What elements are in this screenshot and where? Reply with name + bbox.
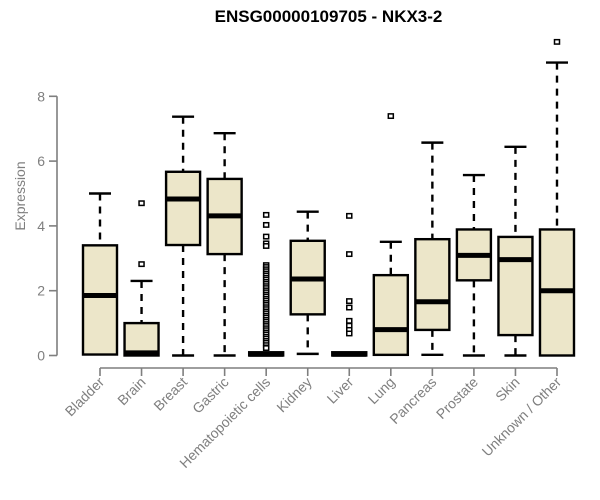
- x-tick-label-liver: Liver: [324, 374, 357, 407]
- y-tick-label: 6: [37, 153, 45, 169]
- x-tick-label-brain: Brain: [114, 374, 148, 408]
- boxplot-hematopoietic-cells: [247, 211, 285, 357]
- y-tick-label: 2: [37, 283, 45, 299]
- outlier-point: [138, 200, 145, 207]
- outlier-point: [346, 330, 353, 337]
- y-tick-label: 4: [37, 218, 45, 234]
- boxplot-prostate: [455, 173, 493, 357]
- boxplot-pancreas: [414, 141, 451, 357]
- iqr-box: [123, 321, 160, 357]
- iqr-box: [81, 244, 119, 356]
- iqr-box: [372, 273, 410, 357]
- x-tick-label-prostate: Prostate: [433, 374, 481, 422]
- boxplot-skin: [497, 145, 534, 357]
- outlier-point: [346, 304, 353, 311]
- outlier-point: [387, 113, 395, 120]
- outlier-point: [262, 211, 270, 218]
- outlier-point: [346, 212, 353, 219]
- x-tick-label-unknown-other: Unknown / Other: [479, 374, 565, 460]
- boxplot-bladder: [81, 192, 119, 356]
- boxplot-unknown-other: [538, 38, 576, 357]
- x-tick-label-breast: Breast: [150, 374, 190, 414]
- outlier-point: [262, 233, 270, 240]
- outlier-point: [553, 38, 561, 45]
- y-tick-label: 0: [37, 348, 45, 364]
- outlier-point: [346, 251, 353, 258]
- x-tick-label-skin: Skin: [492, 374, 523, 405]
- boxplot-liver: [331, 212, 368, 357]
- outlier-point: [346, 317, 353, 324]
- boxplot-kidney: [289, 210, 326, 356]
- outlier-point: [262, 345, 270, 351]
- boxplot-gastric: [206, 132, 243, 357]
- x-tick-label-kidney: Kidney: [273, 374, 315, 416]
- chart-title: ENSG00000109705 - NKX3-2: [214, 7, 443, 26]
- iqr-box: [164, 170, 202, 247]
- boxplot-brain: [123, 200, 160, 357]
- boxplot-breast: [164, 115, 202, 357]
- y-tick-label: 8: [37, 88, 45, 104]
- x-tick-label-bladder: Bladder: [62, 374, 108, 420]
- x-tick-label-lung: Lung: [365, 374, 398, 407]
- outlier-point: [262, 221, 270, 228]
- boxplot-lung: [372, 113, 410, 357]
- iqr-box: [497, 235, 534, 337]
- outlier-point: [138, 261, 145, 268]
- outlier-point: [346, 298, 353, 305]
- iqr-box: [414, 237, 451, 332]
- outlier-point: [262, 243, 270, 249]
